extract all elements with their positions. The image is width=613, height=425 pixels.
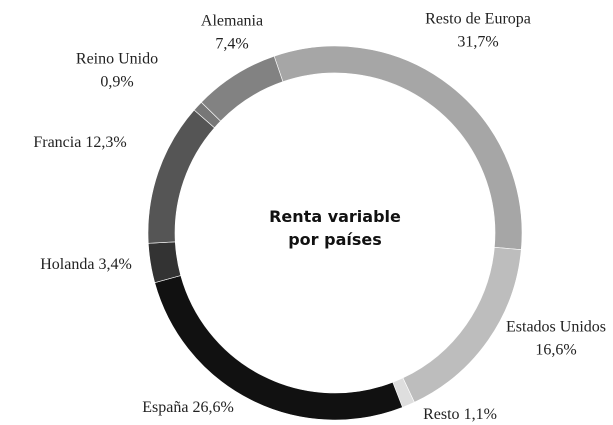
segment-label: Resto — [423, 406, 459, 423]
value-label: 7,4% — [215, 36, 248, 53]
segment-label: Resto de Europa — [425, 11, 531, 28]
segment-label: Holanda — [40, 256, 94, 273]
chart-title: Renta variable por países — [269, 207, 401, 249]
value-label: 3,4% — [98, 256, 131, 273]
donut-segment — [147, 241, 182, 284]
value-label: 26,6% — [192, 399, 233, 416]
segment-label: España — [142, 399, 188, 416]
value-label: 0,9% — [100, 74, 133, 91]
segment-label-group: Holanda 3,4% — [40, 256, 132, 273]
donut-segment — [147, 109, 215, 244]
donut-segment — [200, 55, 284, 122]
segment-label-group: Resto 1,1% — [423, 406, 497, 423]
value-label: 31,7% — [457, 34, 498, 51]
donut-segment — [402, 246, 522, 403]
segment-label: Francia — [33, 134, 81, 151]
value-label: 12,3% — [85, 134, 126, 151]
segment-label: Alemania — [201, 13, 263, 30]
value-label: 1,1% — [464, 406, 497, 423]
segment-label-group: Francia 12,3% — [33, 134, 126, 151]
segment-label: Estados Unidos — [506, 319, 606, 336]
segment-label-group: España 26,6% — [142, 399, 234, 416]
segment-label: Reino Unido — [76, 51, 158, 68]
value-label: 16,6% — [535, 342, 576, 359]
